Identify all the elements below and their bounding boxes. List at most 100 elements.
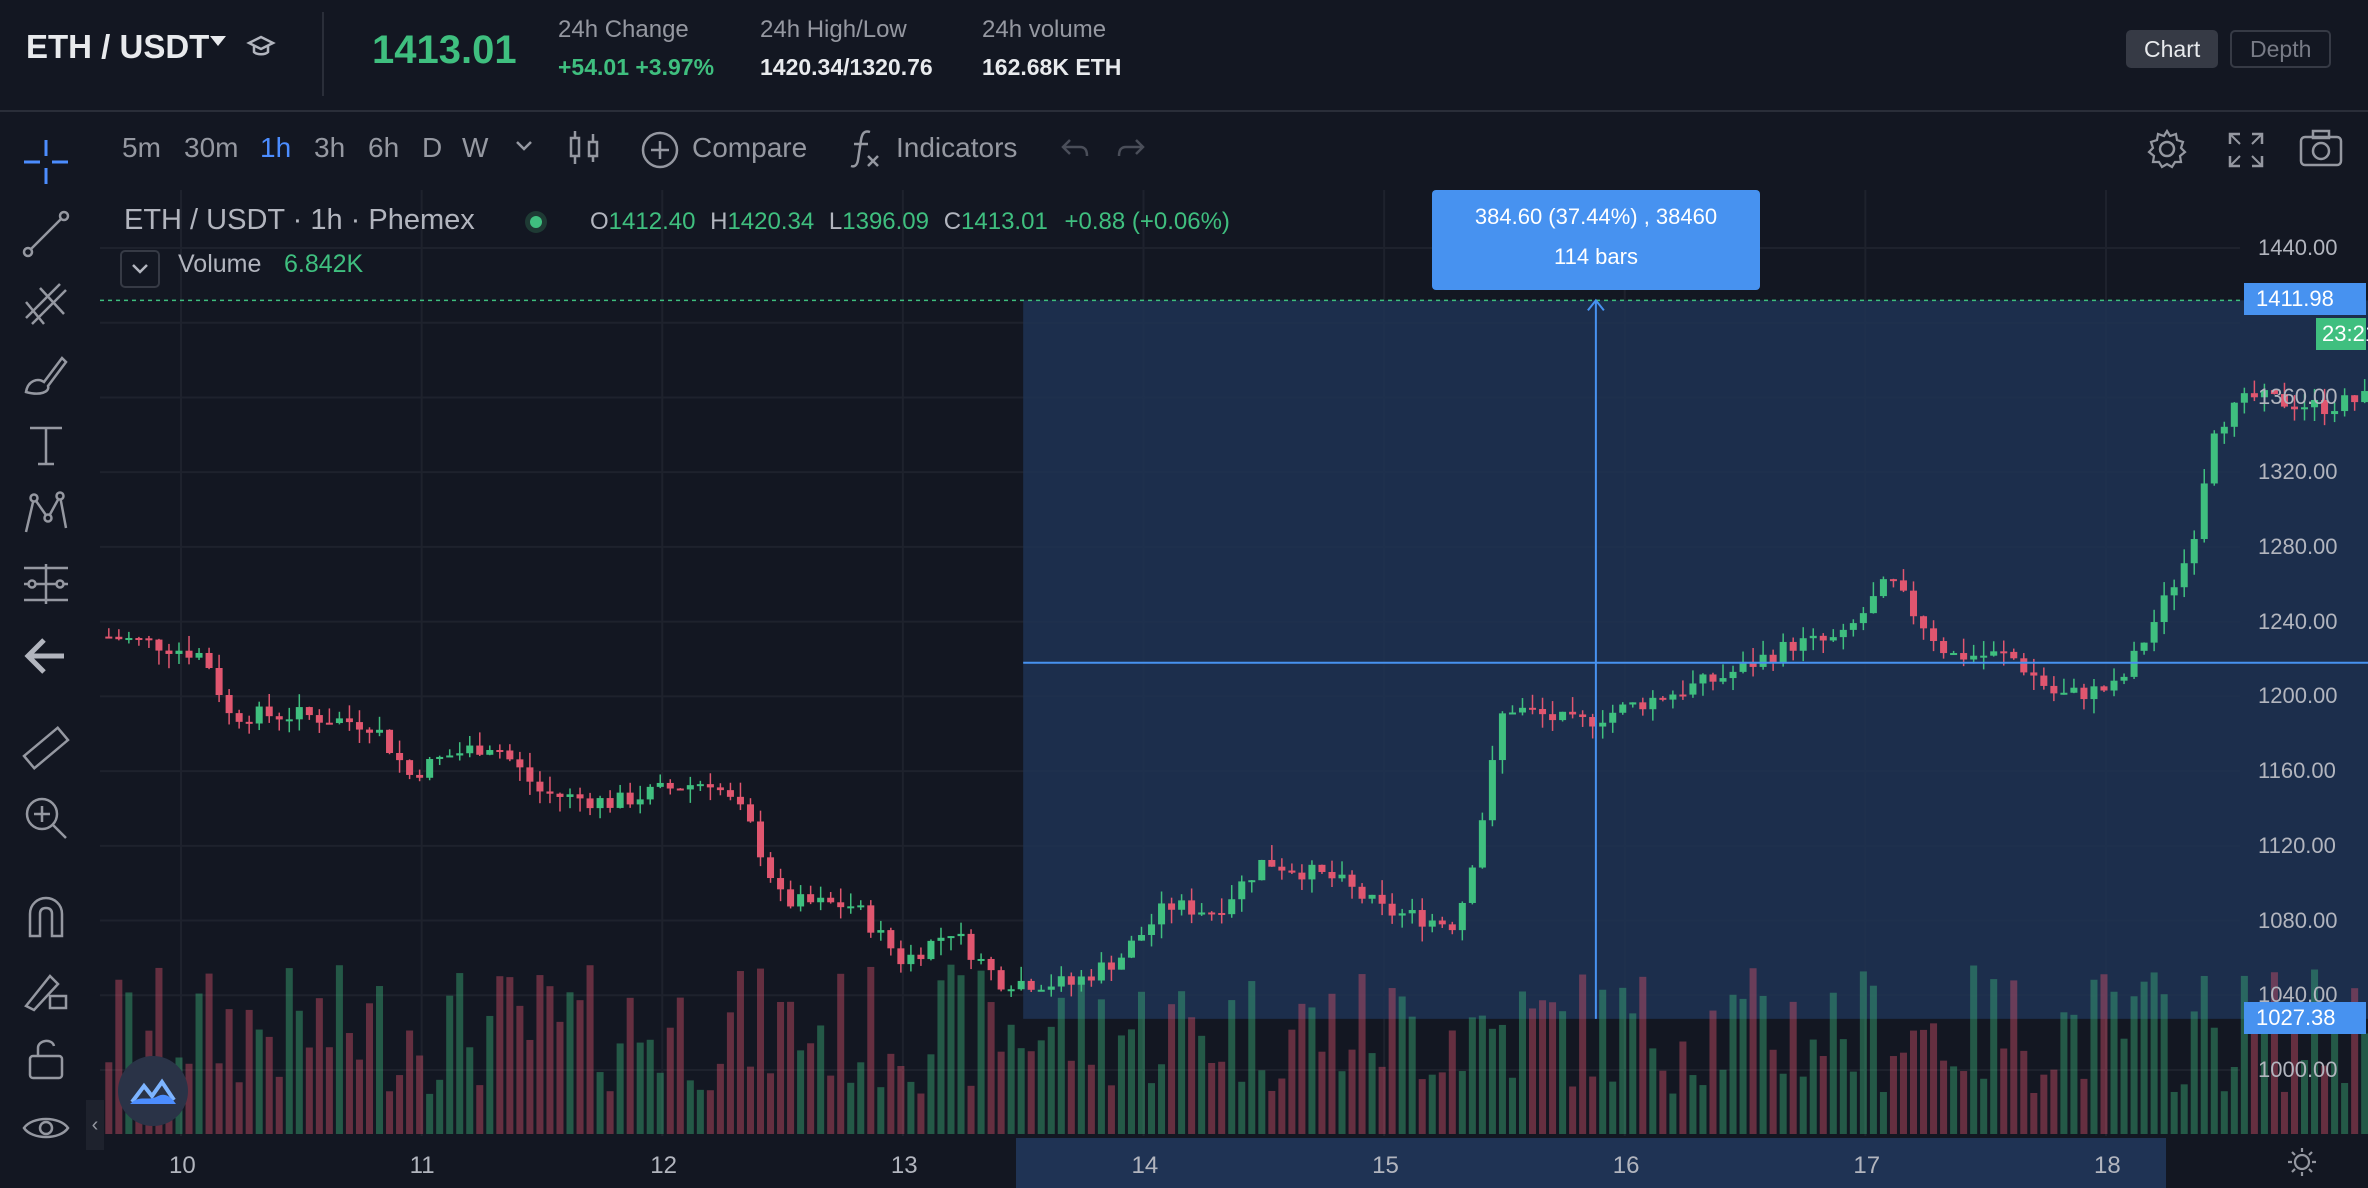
volume-bar <box>827 1075 835 1134</box>
unlock-icon[interactable] <box>20 1032 72 1084</box>
timeframe-6h[interactable]: 6h <box>368 132 400 163</box>
candle-body <box>1418 910 1426 927</box>
volume-bar <box>2110 991 2118 1134</box>
candle-body <box>566 794 574 797</box>
volume-bar <box>2311 969 2319 1134</box>
candle-body <box>195 652 203 658</box>
candle-body <box>2070 687 2078 693</box>
timeframe-d[interactable]: D <box>422 132 443 163</box>
volume-bar <box>1689 1075 1697 1134</box>
crosshair-icon[interactable] <box>20 136 72 188</box>
time-tick-label: 13 <box>890 1152 918 1179</box>
redo-icon[interactable] <box>1116 136 1146 165</box>
candle-body <box>1609 712 1617 723</box>
candle-body <box>1629 702 1637 705</box>
chevron-down-icon[interactable] <box>210 36 226 46</box>
drawing-toolbar-collapse-button[interactable]: ‹ <box>86 1100 104 1150</box>
pair-selector[interactable]: ETH / USDT <box>26 28 210 65</box>
lock-drawings-icon[interactable] <box>20 962 72 1014</box>
time-tick-label: 10 <box>169 1152 196 1179</box>
candle-body <box>1589 717 1597 727</box>
timeframe-w[interactable]: W <box>462 132 489 163</box>
theme-sun-icon[interactable] <box>2286 1146 2318 1183</box>
volume-bar <box>1909 1030 1918 1134</box>
volume-bar <box>686 1080 694 1134</box>
volume-bar <box>1839 1039 1847 1134</box>
volume-bar <box>2301 1060 2309 1134</box>
candle-body <box>1960 653 1968 660</box>
volume-collapse-button[interactable] <box>120 250 160 288</box>
timeframe-more-chevron-icon[interactable] <box>514 138 534 159</box>
volume-bar <box>275 1076 283 1134</box>
volume-bar <box>676 997 684 1134</box>
candle-body <box>2331 411 2339 415</box>
volume-bar <box>817 1025 825 1134</box>
volume-bar <box>1248 981 1256 1134</box>
text-tool-icon[interactable] <box>20 418 72 470</box>
timeframe-5m[interactable]: 5m <box>122 132 161 163</box>
candle-body <box>2230 402 2238 427</box>
pattern-tool-icon[interactable] <box>20 488 72 540</box>
chart-view-button[interactable]: Chart <box>2126 30 2219 68</box>
volume-bar <box>937 980 945 1134</box>
camera-snapshot-icon[interactable] <box>2298 128 2344 173</box>
volume-bar <box>2100 974 2108 1134</box>
ruler-icon[interactable] <box>20 722 72 774</box>
volume-bar <box>325 1047 333 1134</box>
volume-bar <box>345 1033 353 1134</box>
volume-bar <box>2170 1091 2178 1134</box>
candle-body <box>2040 675 2048 686</box>
compare-button[interactable]: Compare <box>692 132 808 163</box>
candle-body <box>175 650 183 654</box>
volume-bar <box>1478 1015 1486 1134</box>
volume-bar <box>957 975 965 1134</box>
candle-body <box>1037 989 1045 992</box>
candle-body <box>456 753 464 756</box>
function-icon[interactable] <box>848 126 882 175</box>
volume-bar <box>2010 980 2018 1134</box>
volume-bar <box>255 1029 263 1134</box>
volume-bar <box>1579 974 1587 1134</box>
candle-body <box>1829 637 1837 641</box>
graduation-cap-icon[interactable] <box>246 32 276 69</box>
settings-gear-icon[interactable] <box>2146 128 2188 175</box>
fullscreen-icon[interactable] <box>2226 130 2266 175</box>
fib-tool-icon[interactable] <box>20 278 72 330</box>
candle-body <box>1188 900 1196 915</box>
compare-plus-icon[interactable] <box>640 130 680 175</box>
candle-body <box>546 791 554 794</box>
trend-line-icon[interactable] <box>20 208 72 260</box>
prediction-tool-icon[interactable] <box>20 558 72 610</box>
candle-body <box>937 937 945 941</box>
candle-body <box>1529 707 1537 710</box>
volume-bar <box>1849 1071 1857 1134</box>
zoom-in-icon[interactable] <box>20 792 72 844</box>
visibility-eye-icon[interactable] <box>20 1102 72 1154</box>
timeframe-1h[interactable]: 1h <box>260 132 292 163</box>
indicators-button[interactable]: Indicators <box>896 132 1018 163</box>
candle-body <box>1158 903 1166 925</box>
depth-view-button[interactable]: Depth <box>2230 30 2332 68</box>
timeframe-30m[interactable]: 30m <box>184 132 239 163</box>
volume-bar <box>406 1030 414 1134</box>
candle-body <box>2200 483 2208 540</box>
candle-body <box>1007 989 1015 992</box>
timeframe-3h[interactable]: 3h <box>314 132 346 163</box>
candle-style-icon[interactable] <box>566 128 602 173</box>
candle-body <box>1077 976 1085 985</box>
volume-bar <box>1148 1083 1156 1134</box>
volume-bar <box>1679 1041 1687 1134</box>
candle-body <box>1178 900 1186 910</box>
undo-icon[interactable] <box>1060 136 1090 165</box>
volume-bar <box>2260 1018 2268 1134</box>
back-arrow-icon[interactable] <box>20 630 72 682</box>
magnet-icon[interactable] <box>20 892 72 944</box>
candle-body <box>1679 694 1687 697</box>
volume-bar <box>1057 997 1065 1134</box>
volume-bar <box>1127 1029 1135 1134</box>
candle-body <box>1559 711 1567 721</box>
candle-body <box>1649 697 1657 710</box>
brush-icon[interactable] <box>20 348 72 400</box>
measure-tooltip-bars: 114 bars <box>1554 244 1638 269</box>
